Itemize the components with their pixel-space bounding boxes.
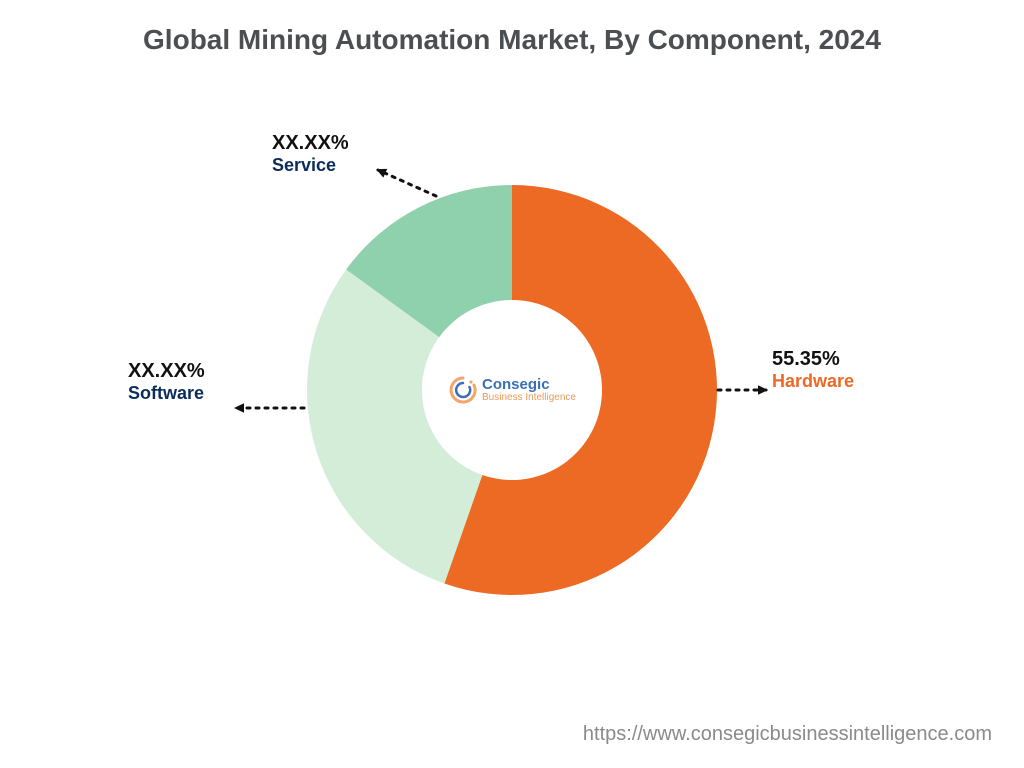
center-logo: Consegic Business Intelligence xyxy=(442,375,582,405)
callout-software: XX.XX% Software xyxy=(128,360,205,404)
callout-hardware-label: Hardware xyxy=(772,371,854,392)
callout-software-pct: XX.XX% xyxy=(128,360,205,383)
logo-icon xyxy=(448,375,478,405)
page-container: Global Mining Automation Market, By Comp… xyxy=(0,0,1024,768)
footer-url-text: https://www.consegicbusinessintelligence… xyxy=(583,723,992,745)
logo-brand-primary: Consegic xyxy=(482,377,576,393)
chart-title-text: Global Mining Automation Market, By Comp… xyxy=(143,24,881,55)
donut-chart: Consegic Business Intelligence 55.35% Ha… xyxy=(0,120,1024,660)
logo-brand-secondary: Business Intelligence xyxy=(482,393,576,404)
leader-line-service xyxy=(378,170,436,196)
logo-row: Consegic Business Intelligence xyxy=(442,375,582,405)
footer-url: https://www.consegicbusinessintelligence… xyxy=(583,723,992,746)
leader-arrow-hardware xyxy=(758,385,768,395)
callout-hardware-pct: 55.35% xyxy=(772,348,854,371)
callout-software-label: Software xyxy=(128,383,205,404)
logo-text-block: Consegic Business Intelligence xyxy=(482,377,576,403)
callout-service-pct: XX.XX% xyxy=(272,132,349,155)
callout-hardware: 55.35% Hardware xyxy=(772,348,854,392)
callout-service: XX.XX% Service xyxy=(272,132,349,176)
callout-service-label: Service xyxy=(272,155,349,176)
chart-title: Global Mining Automation Market, By Comp… xyxy=(0,24,1024,56)
leader-arrow-software xyxy=(234,403,244,413)
